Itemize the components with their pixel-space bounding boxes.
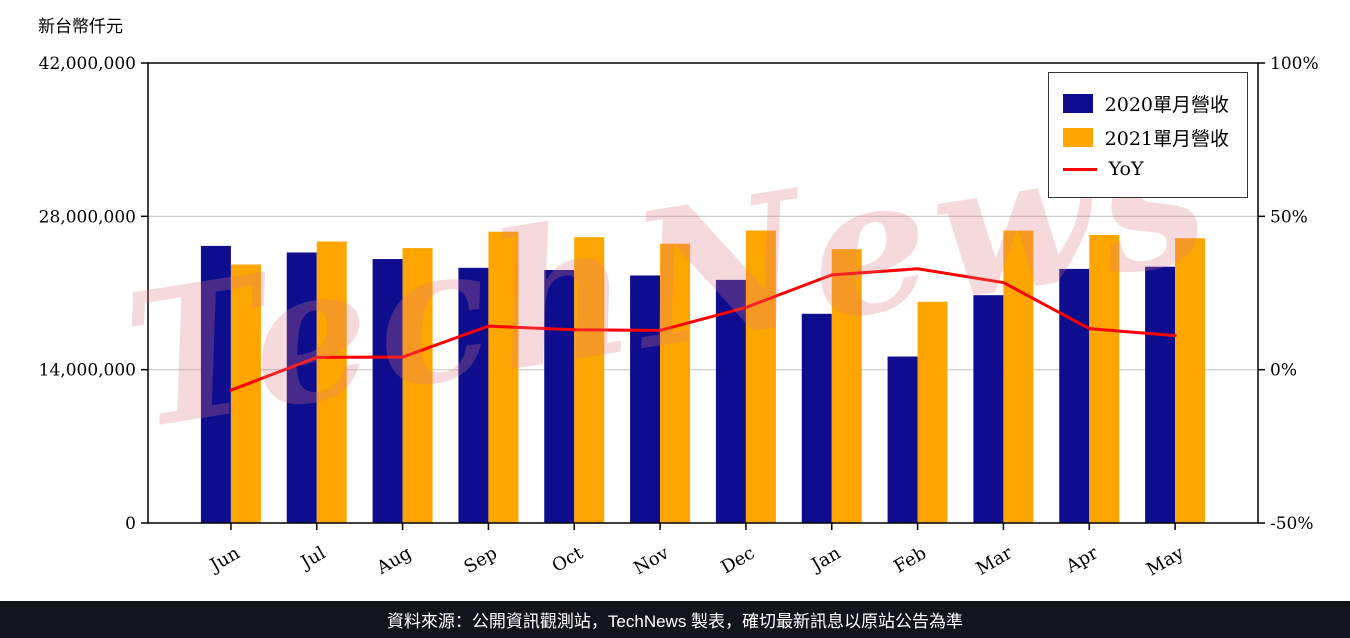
revenue-chart: 0 14,000,000 28,000,000 42,000,000 -50% 0% 50%… [39, 54, 1319, 580]
x-tick-label-Nov: Nov [630, 542, 673, 579]
bar-2020單月營收-Sep [458, 267, 489, 523]
x-tick-label-Jan: Jan [806, 542, 844, 576]
legend: 2020單月營收 2021單月營收 YoY [1047, 72, 1248, 198]
left-tick-label: 14,000,000 [39, 361, 136, 381]
bar-2021單月營收-Jan [831, 249, 862, 523]
right-tick-label: 0% [1270, 361, 1297, 381]
left-tick-label: 28,000,000 [39, 207, 136, 227]
legend-item-yoy: YoY [1062, 158, 1229, 180]
bar-2021單月營收-Sep [488, 231, 519, 523]
left-axis-unit-label: 新台幣仟元 [38, 17, 123, 36]
bar-2020單月營收-Aug [372, 259, 403, 523]
plot-frame [147, 62, 1259, 524]
x-tick-label-Aug: Aug [372, 543, 415, 580]
legend-item-2021: 2021單月營收 [1062, 124, 1229, 151]
bar-2021單月營收-Jul [316, 241, 347, 523]
legend-label-2021: 2021單月營收 [1104, 128, 1229, 150]
right-tick-label: 50% [1270, 207, 1308, 227]
x-tick-label-Apr: Apr [1062, 542, 1102, 577]
x-tick-label-Oct: Oct [548, 542, 587, 577]
left-tick-label: 0 [125, 514, 136, 534]
x-tick-label-May: May [1143, 542, 1188, 580]
bar-2021單月營收-Mar [1003, 230, 1034, 524]
x-tick-label-Jun: Jun [205, 542, 244, 577]
bar-2020單月營收-Feb [887, 356, 918, 523]
x-tick-label-Jul: Jul [296, 542, 330, 574]
bar-2021單月營收-Feb [917, 301, 948, 523]
legend-item-2020: 2020單月營收 [1062, 90, 1229, 117]
right-tick-label: 100% [1270, 54, 1319, 74]
bar-2021單月營收-Aug [402, 248, 433, 523]
x-tick-label-Dec: Dec [717, 543, 758, 579]
bar-2020單月營收-Apr [1059, 268, 1090, 523]
bar-2020單月營收-Jan [801, 313, 832, 523]
legend-line-yoy [1062, 167, 1097, 171]
legend-label-yoy: YoY [1108, 158, 1144, 180]
bar-2020單月營收-Jul [286, 252, 317, 523]
x-tick-label-Sep: Sep [461, 543, 501, 578]
bar-2021單月營收-Nov [660, 243, 691, 523]
bar-2021單月營收-Dec [745, 230, 776, 524]
bar-2021單月營收-Jun [230, 264, 261, 523]
bar-2020單月營收-Jun [200, 245, 231, 523]
x-tick-label-Mar: Mar [973, 542, 1017, 579]
bar-2020單月營收-May [1145, 266, 1176, 523]
legend-swatch-2021 [1062, 128, 1093, 147]
left-tick-label: 42,000,000 [39, 54, 136, 74]
bar-2021單月營收-Oct [574, 237, 605, 523]
x-tick-label-Feb: Feb [890, 543, 930, 578]
bar-2021單月營收-Apr [1089, 234, 1120, 523]
bar-2020單月營收-Nov [630, 275, 661, 523]
bar-2021單月營收-May [1175, 238, 1206, 523]
right-tick-label: -50% [1270, 514, 1314, 534]
yoy-line [229, 267, 1177, 392]
legend-swatch-2020 [1062, 94, 1093, 113]
bar-2020單月營收-Dec [715, 279, 746, 523]
bar-2020單月營收-Oct [544, 270, 575, 523]
bar-2020單月營收-Mar [973, 295, 1004, 523]
source-footer: 資料來源：公開資訊觀測站，TechNews 製表，確切最新訊息以原站公告為準 [0, 601, 1350, 638]
legend-label-2020: 2020單月營收 [1104, 94, 1229, 116]
